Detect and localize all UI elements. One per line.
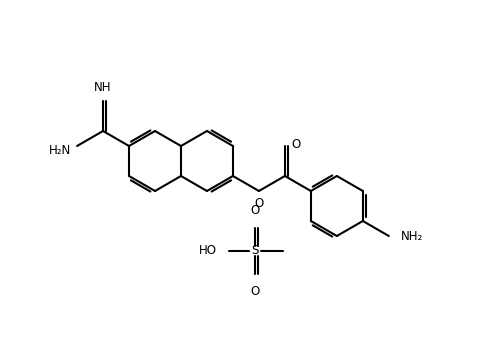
Text: NH₂: NH₂ bbox=[401, 229, 423, 243]
Text: O: O bbox=[250, 285, 260, 298]
Text: H₂N: H₂N bbox=[49, 145, 71, 157]
Text: HO: HO bbox=[199, 245, 217, 257]
Text: NH: NH bbox=[94, 81, 112, 94]
Text: O: O bbox=[291, 137, 300, 151]
Text: O: O bbox=[250, 204, 260, 217]
Text: S: S bbox=[251, 245, 259, 257]
Text: O: O bbox=[254, 197, 263, 210]
